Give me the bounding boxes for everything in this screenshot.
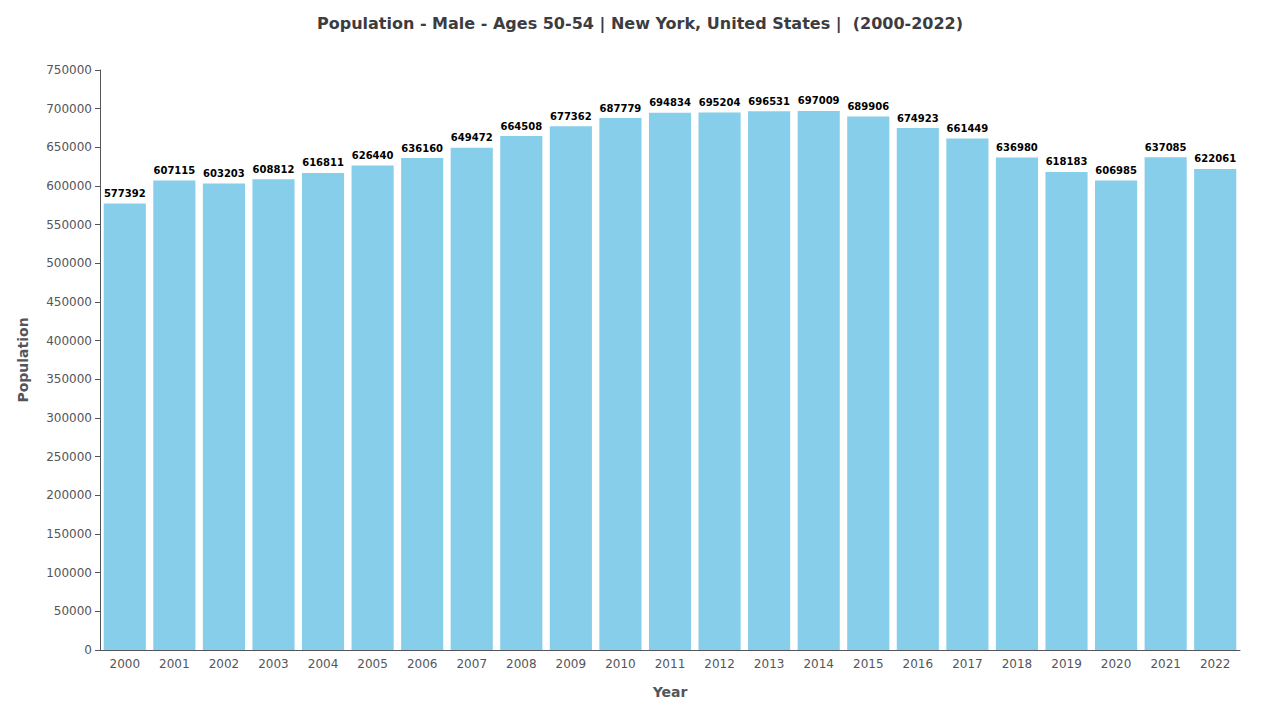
svg-text:637085: 637085 — [1145, 142, 1187, 153]
svg-text:2000: 2000 — [110, 657, 141, 671]
svg-text:Year: Year — [652, 684, 688, 700]
svg-text:2019: 2019 — [1051, 657, 1082, 671]
svg-text:2016: 2016 — [903, 657, 934, 671]
svg-text:607115: 607115 — [153, 165, 195, 176]
svg-text:0: 0 — [84, 643, 92, 657]
svg-text:636160: 636160 — [401, 143, 443, 154]
svg-text:2006: 2006 — [407, 657, 438, 671]
svg-text:400000: 400000 — [46, 334, 92, 348]
svg-text:Population - Male - Ages 50-54: Population - Male - Ages 50-54 | New Yor… — [317, 14, 963, 34]
svg-text:2021: 2021 — [1150, 657, 1181, 671]
svg-text:695204: 695204 — [699, 97, 741, 108]
svg-text:618183: 618183 — [1046, 156, 1088, 167]
svg-text:500000: 500000 — [46, 256, 92, 270]
svg-text:2007: 2007 — [456, 657, 487, 671]
svg-text:2017: 2017 — [952, 657, 983, 671]
svg-text:2014: 2014 — [803, 657, 834, 671]
svg-text:2022: 2022 — [1200, 657, 1231, 671]
svg-text:2009: 2009 — [556, 657, 587, 671]
svg-text:2010: 2010 — [605, 657, 636, 671]
svg-text:2002: 2002 — [209, 657, 240, 671]
svg-text:2012: 2012 — [704, 657, 735, 671]
svg-text:697009: 697009 — [798, 95, 840, 106]
svg-text:608812: 608812 — [253, 164, 295, 175]
svg-text:2020: 2020 — [1101, 657, 1132, 671]
svg-text:700000: 700000 — [46, 102, 92, 116]
svg-text:2015: 2015 — [853, 657, 884, 671]
svg-text:677362: 677362 — [550, 111, 592, 122]
svg-text:600000: 600000 — [46, 179, 92, 193]
svg-text:50000: 50000 — [54, 604, 92, 618]
svg-text:689906: 689906 — [847, 101, 889, 112]
svg-text:2018: 2018 — [1002, 657, 1033, 671]
svg-text:687779: 687779 — [600, 103, 642, 114]
svg-text:2004: 2004 — [308, 657, 339, 671]
svg-text:250000: 250000 — [46, 450, 92, 464]
svg-text:636980: 636980 — [996, 142, 1038, 153]
svg-text:550000: 550000 — [46, 218, 92, 232]
svg-text:650000: 650000 — [46, 140, 92, 154]
svg-text:2013: 2013 — [754, 657, 785, 671]
svg-text:622061: 622061 — [1194, 153, 1236, 164]
svg-text:200000: 200000 — [46, 488, 92, 502]
svg-text:2008: 2008 — [506, 657, 537, 671]
svg-text:2001: 2001 — [159, 657, 190, 671]
svg-text:300000: 300000 — [46, 411, 92, 425]
svg-text:664508: 664508 — [500, 121, 542, 132]
svg-text:694834: 694834 — [649, 97, 691, 108]
svg-text:2003: 2003 — [258, 657, 289, 671]
svg-text:750000: 750000 — [46, 63, 92, 77]
svg-text:577392: 577392 — [104, 188, 146, 199]
svg-text:606985: 606985 — [1095, 165, 1137, 176]
svg-text:696531: 696531 — [748, 96, 790, 107]
svg-text:616811: 616811 — [302, 157, 344, 168]
svg-text:Population: Population — [15, 317, 31, 402]
svg-text:2005: 2005 — [357, 657, 388, 671]
svg-text:2011: 2011 — [655, 657, 686, 671]
svg-text:100000: 100000 — [46, 566, 92, 580]
svg-text:603203: 603203 — [203, 168, 245, 179]
svg-text:626440: 626440 — [352, 150, 394, 161]
svg-text:350000: 350000 — [46, 372, 92, 386]
svg-text:661449: 661449 — [947, 123, 989, 134]
svg-text:450000: 450000 — [46, 295, 92, 309]
svg-text:150000: 150000 — [46, 527, 92, 541]
svg-text:674923: 674923 — [897, 113, 939, 124]
svg-text:649472: 649472 — [451, 132, 493, 143]
